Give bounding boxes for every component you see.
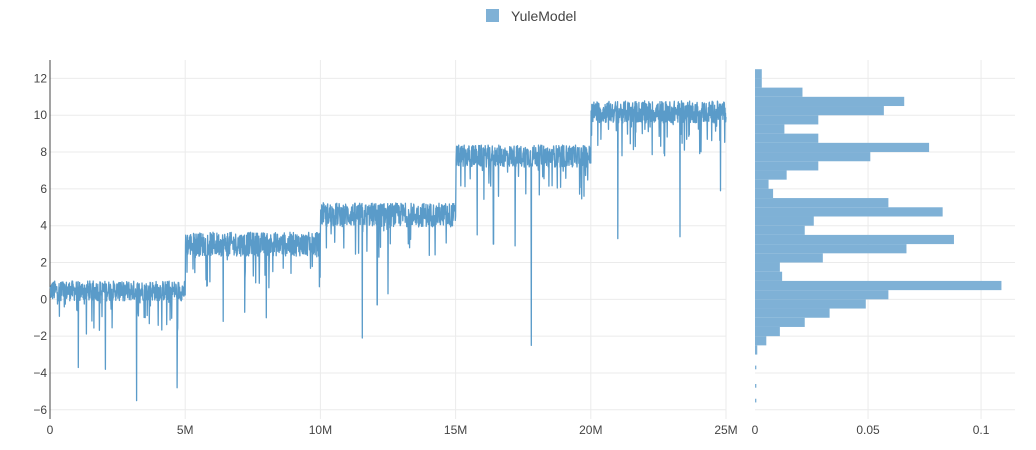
x-tick-label: 15M xyxy=(444,423,467,437)
histogram-bar[interactable] xyxy=(755,198,889,208)
y-tick-label: 4 xyxy=(40,219,47,233)
x-tick-label: 20M xyxy=(579,423,602,437)
y-tick-label: 0 xyxy=(40,292,47,306)
histogram-bar[interactable] xyxy=(755,317,805,327)
histogram-bar[interactable] xyxy=(755,161,819,171)
histogram-bar[interactable] xyxy=(755,262,780,272)
histogram-bar[interactable] xyxy=(755,244,907,254)
histogram-bar[interactable] xyxy=(755,207,943,217)
histogram-bar[interactable] xyxy=(755,133,819,143)
y-tick-label: 10 xyxy=(34,108,48,122)
histogram-bar[interactable] xyxy=(755,142,930,153)
x-tick-label: 5M xyxy=(177,423,194,437)
legend-swatch-yulemodel xyxy=(486,9,499,22)
series-line-yulemodel[interactable] xyxy=(49,100,727,402)
histogram-bar[interactable] xyxy=(755,188,774,199)
histogram-bar[interactable] xyxy=(755,152,871,162)
histogram-bar[interactable] xyxy=(755,271,783,281)
y-tick-label: 12 xyxy=(34,71,48,85)
histogram-bar[interactable] xyxy=(755,384,757,388)
histogram-bar[interactable] xyxy=(755,87,803,97)
histogram-bar[interactable] xyxy=(755,290,889,300)
y-tick-label: 8 xyxy=(40,145,47,159)
hist-x-tick-label: 0.05 xyxy=(856,423,880,437)
histogram-bar[interactable] xyxy=(755,115,819,125)
y-tick-label: 6 xyxy=(40,182,47,196)
histogram-bar[interactable] xyxy=(755,179,769,189)
histogram-bar[interactable] xyxy=(755,225,805,235)
y-tick-label: −6 xyxy=(33,403,47,417)
histogram-bar[interactable] xyxy=(755,345,758,355)
histogram-bar[interactable] xyxy=(755,216,814,226)
legend-label-yulemodel: YuleModel xyxy=(511,8,576,24)
histogram-plot-panel[interactable]: 0 0.05 0.1 xyxy=(752,60,1015,437)
histogram-bar[interactable] xyxy=(755,365,757,370)
x-tick-label: 0 xyxy=(47,423,54,437)
histogram-bar[interactable] xyxy=(755,69,762,79)
histogram-bar[interactable] xyxy=(755,170,787,180)
x-tick-label: 25M xyxy=(714,423,737,437)
histogram-bar[interactable] xyxy=(755,299,866,309)
histogram-bar[interactable] xyxy=(755,234,954,245)
legend[interactable]: YuleModel xyxy=(486,8,576,24)
y-tick-label: −2 xyxy=(33,329,47,343)
histogram-bar[interactable] xyxy=(755,78,762,88)
trace-plot-panel[interactable]: −6 −4 −2 0 2 4 6 8 10 12 0 5M 10M 15M 20M 25M xyxy=(33,60,738,437)
histogram-bar[interactable] xyxy=(755,124,785,134)
histogram-bar[interactable] xyxy=(755,308,830,318)
histogram-bar[interactable] xyxy=(755,398,757,403)
histogram-bar[interactable] xyxy=(755,253,823,263)
hist-x-tick-label: 0.1 xyxy=(973,423,990,437)
histogram-bar[interactable] xyxy=(755,96,905,107)
x-tick-label: 10M xyxy=(309,423,332,437)
histogram-bar[interactable] xyxy=(755,106,884,116)
histogram-bar[interactable] xyxy=(755,280,1002,291)
histogram-bar[interactable] xyxy=(755,326,780,337)
y-tick-label: −4 xyxy=(33,366,47,380)
y-tick-label: 2 xyxy=(40,256,47,270)
hist-x-tick-label: 0 xyxy=(752,423,759,437)
histogram-bar[interactable] xyxy=(755,336,767,346)
